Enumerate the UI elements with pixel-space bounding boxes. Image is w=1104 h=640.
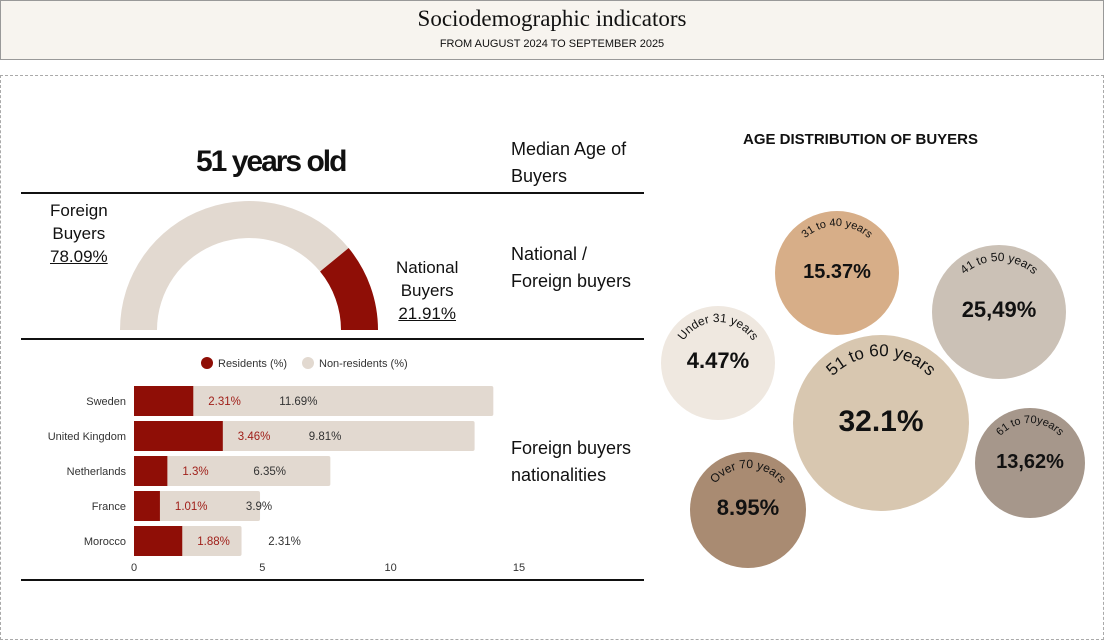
bar-nonresidents — [134, 491, 261, 521]
date-range: FROM AUGUST 2024 TO SEPTEMBER 2025 — [439, 38, 665, 50]
category-label: France — [92, 501, 126, 513]
national-buyers-value: 21.91% — [398, 304, 457, 323]
bar-nonresidents — [134, 386, 494, 416]
bar-residents — [134, 386, 194, 416]
category-label: Morocco — [84, 536, 126, 548]
bubble-circle — [661, 306, 775, 420]
bar-residents — [134, 491, 160, 521]
residents-value-label: 1.3% — [182, 466, 208, 478]
label-line: Buyers — [52, 224, 106, 243]
category-label: United Kingdom — [48, 431, 126, 443]
median-age-label: Median Age of Buyers — [511, 136, 626, 190]
label-line: National — [396, 258, 459, 277]
foreign-buyers-value: 78.09% — [50, 247, 108, 266]
label-line: National / — [511, 244, 588, 264]
bubble-value: 8.95% — [717, 495, 779, 520]
legend: Residents (%) Non-residents (%) — [201, 357, 408, 370]
bubble-circle — [775, 211, 899, 335]
legend-nonresidents-swatch — [302, 357, 314, 369]
nonresidents-value-label: 11.69% — [279, 396, 317, 408]
bubble-value: 32.1% — [838, 405, 923, 438]
legend-residents-label: Residents (%) — [218, 358, 287, 370]
bubble-value: 25,49% — [962, 297, 1037, 322]
x-tick-label: 0 — [131, 562, 137, 574]
national-buyers-label: National Buyers 21.91% — [396, 256, 458, 325]
label-line: Foreign buyers — [511, 438, 632, 458]
bar-residents — [134, 421, 223, 451]
residents-value-label: 2.31% — [208, 396, 241, 408]
national-foreign-label: National / Foreign buyers — [511, 241, 631, 295]
x-tick-label: 15 — [513, 562, 525, 574]
bubble-circle — [793, 335, 969, 511]
nonresidents-value-label: 9.81% — [309, 431, 342, 443]
bar-residents — [134, 526, 183, 556]
bar-residents — [134, 456, 168, 486]
bubble-circle — [932, 245, 1066, 379]
nonresidents-value-label: 6.35% — [253, 466, 286, 478]
residents-value-label: 1.88% — [197, 536, 230, 548]
nonresidents-value-label: 2.31% — [268, 536, 301, 548]
legend-residents-swatch — [201, 357, 213, 369]
nationalities-bar-chart: Residents (%) Non-residents (%) Sweden 2.31… — [48, 357, 525, 574]
label-line: Buyers — [511, 166, 568, 186]
divider — [21, 579, 644, 581]
nationalities-label: Foreign buyers nationalities — [511, 435, 631, 489]
bubble-circle — [690, 452, 806, 568]
label-line: Foreign — [50, 201, 108, 220]
label-line: Foreign buyers — [511, 271, 632, 291]
residents-value-label: 3.46% — [238, 431, 271, 443]
residents-value-label: 1.01% — [175, 501, 208, 513]
foreign-buyers-label: Foreign Buyers 78.09% — [50, 199, 108, 268]
label-line: Median Age of — [511, 139, 627, 159]
label-line: Buyers — [400, 281, 454, 300]
page-title: Sociodemographic indicators — [417, 6, 687, 31]
bubble-value: 13,62% — [996, 451, 1064, 473]
label-line: nationalities — [511, 465, 607, 485]
bubble-circle — [975, 408, 1085, 518]
x-tick-label: 5 — [259, 562, 265, 574]
gauge-chart — [120, 201, 378, 330]
category-label: Sweden — [86, 396, 126, 408]
age-distribution-title: AGE DISTRIBUTION OF BUYERS — [743, 131, 979, 148]
bubble-value: 4.47% — [687, 348, 749, 373]
bar-nonresidents — [134, 456, 331, 486]
x-tick-label: 10 — [385, 562, 397, 574]
gauge-national-arc — [320, 248, 378, 330]
category-label: Netherlands — [67, 466, 127, 478]
median-age-value: 51 years old — [196, 145, 347, 178]
nonresidents-value-label: 3.9% — [246, 501, 272, 513]
legend-nonresidents-label: Non-residents (%) — [319, 358, 408, 370]
divider — [21, 338, 644, 340]
gauge-foreign-arc — [120, 201, 349, 330]
divider — [21, 192, 644, 194]
bubble-value: 15.37% — [803, 261, 871, 283]
header: Sociodemographic indicators FROM AUGUST … — [0, 0, 1104, 60]
